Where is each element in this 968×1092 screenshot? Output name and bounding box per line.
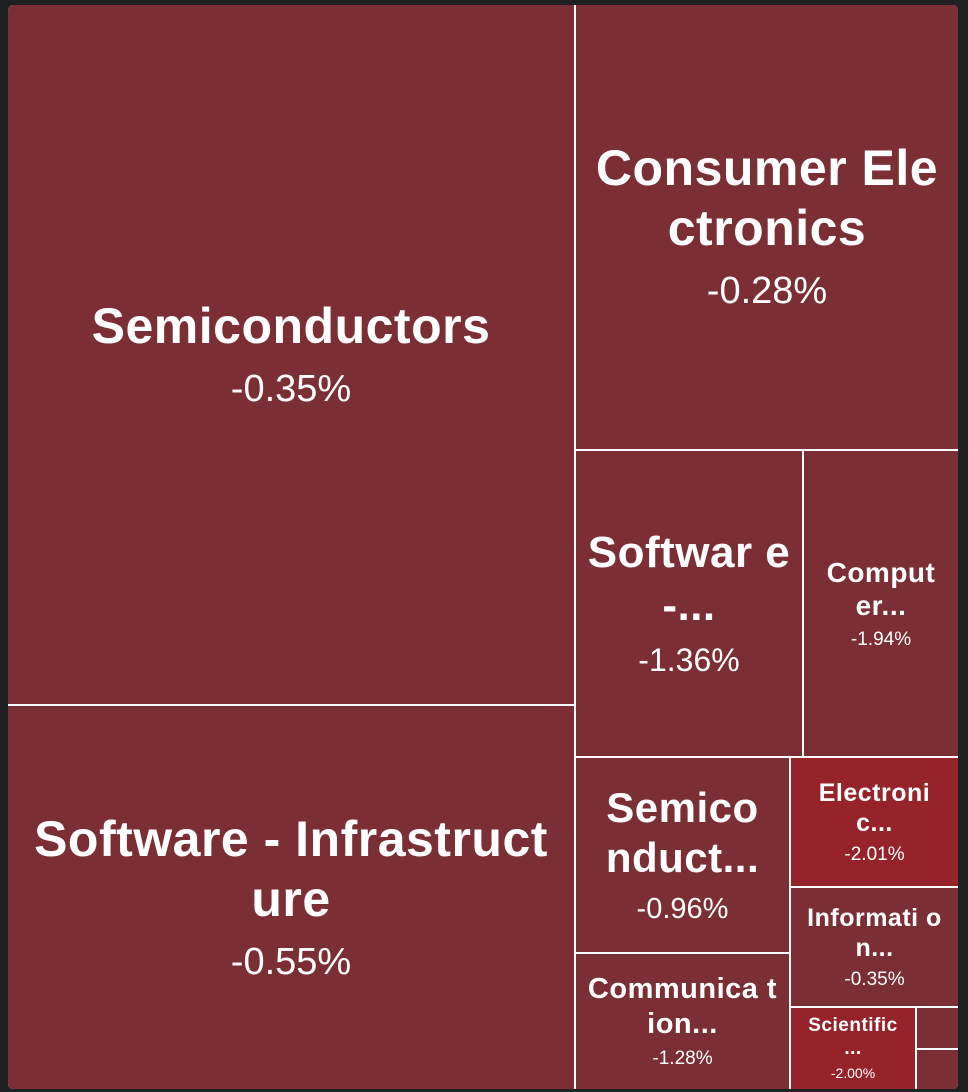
tile-label: Informati on... xyxy=(807,903,942,962)
treemap-tile[interactable]: Semiconductors -0.35% xyxy=(8,5,574,704)
tile-change-percent: -1.28% xyxy=(652,1047,713,1069)
tile-label: Electroni c... xyxy=(818,778,931,837)
tile-label: Communica tion... xyxy=(587,973,778,1041)
tile-label: Semiconductors xyxy=(91,297,491,354)
tile-label: Softwar e -... xyxy=(587,527,791,630)
tile-change-percent: -1.36% xyxy=(638,642,740,679)
treemap-tile[interactable]: Communica tion... -1.28% xyxy=(576,954,789,1089)
tile-change-percent: -1.94% xyxy=(850,628,912,650)
tile-label: Semico nduct... xyxy=(605,783,760,882)
tile-change-percent: -0.96% xyxy=(636,892,729,925)
tile-change-percent: -0.35% xyxy=(230,367,352,410)
treemap-tile[interactable]: Consumer Electronics -0.28% xyxy=(576,5,958,449)
treemap-tile[interactable]: Comput er... -1.94% xyxy=(804,451,958,756)
treemap-tile[interactable]: Scientific ... -2.00% xyxy=(791,1008,915,1089)
tile-label: Software - Infrastructure xyxy=(34,810,548,927)
treemap-tile[interactable]: Informati on... -0.35% xyxy=(791,888,958,1006)
tile-label: Comput er... xyxy=(826,556,936,622)
treemap-tile[interactable]: Electroni c... -2.01% xyxy=(791,758,958,886)
tile-change-percent: -0.55% xyxy=(230,940,352,983)
treemap-tile[interactable]: Software - Infrastructure -0.55% xyxy=(8,706,574,1089)
treemap-tile[interactable]: Softwar e -... -1.36% xyxy=(576,451,802,756)
sector-treemap: Semiconductors -0.35% Software - Infrastru… xyxy=(8,5,958,1089)
tile-label: Scientific ... xyxy=(808,1014,898,1059)
tile-change-percent: -0.28% xyxy=(706,270,828,313)
tile-change-percent: -2.00% xyxy=(830,1064,876,1081)
tile-change-percent: -0.35% xyxy=(844,968,905,990)
treemap-tile[interactable]: Semico nduct... -0.96% xyxy=(576,758,789,952)
tile-label: Consumer Electronics xyxy=(595,140,939,257)
treemap-tile[interactable] xyxy=(917,1050,958,1089)
tile-change-percent: -2.01% xyxy=(844,843,905,865)
treemap-tile[interactable] xyxy=(917,1008,958,1048)
